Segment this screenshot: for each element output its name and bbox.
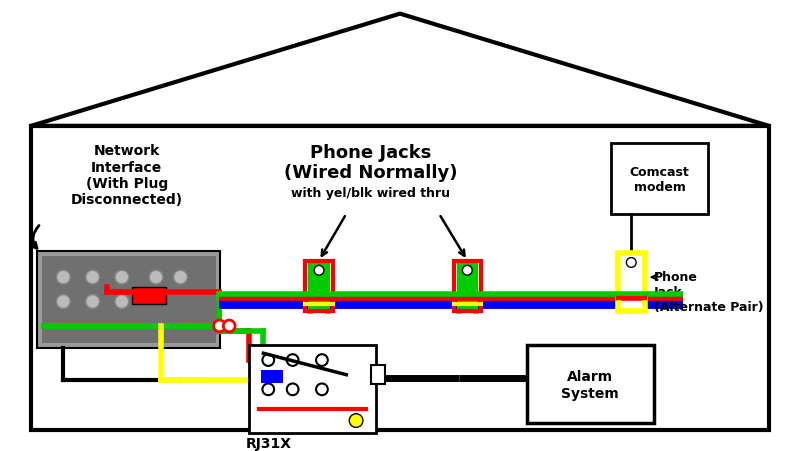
Circle shape: [174, 271, 187, 284]
Bar: [527, 345, 654, 423]
Bar: [370, 365, 386, 385]
Circle shape: [262, 354, 274, 366]
Circle shape: [57, 271, 70, 284]
Circle shape: [262, 384, 274, 396]
Bar: [37, 251, 221, 349]
Circle shape: [150, 271, 163, 284]
Bar: [42, 256, 215, 344]
Bar: [619, 253, 643, 312]
Circle shape: [214, 320, 226, 332]
Bar: [132, 287, 166, 305]
Circle shape: [287, 354, 298, 366]
Bar: [249, 345, 376, 433]
Circle shape: [86, 295, 99, 308]
Text: Phone
Jack
(Alternate Pair): Phone Jack (Alternate Pair): [654, 271, 763, 313]
Circle shape: [350, 414, 363, 428]
Bar: [308, 261, 330, 312]
Bar: [457, 261, 478, 312]
Bar: [454, 261, 481, 312]
Circle shape: [316, 354, 328, 366]
Circle shape: [316, 384, 328, 396]
Text: Alarm
System: Alarm System: [562, 369, 619, 400]
Circle shape: [86, 271, 99, 284]
Circle shape: [626, 258, 636, 268]
Circle shape: [462, 266, 472, 276]
Circle shape: [115, 271, 129, 284]
Circle shape: [287, 384, 298, 396]
Text: (Wired Normally): (Wired Normally): [284, 164, 458, 182]
Text: Network
Interface
(With Plug
Disconnected): Network Interface (With Plug Disconnecte…: [70, 144, 183, 207]
Circle shape: [115, 295, 129, 308]
Text: Phone Jacks: Phone Jacks: [310, 144, 431, 162]
Text: RJ31X: RJ31X: [246, 436, 291, 450]
Bar: [610, 144, 708, 214]
Text: with yel/blk wired thru: with yel/blk wired thru: [291, 187, 450, 200]
Text: Comcast
modem: Comcast modem: [630, 165, 690, 193]
Bar: [31, 127, 769, 430]
Bar: [618, 253, 645, 312]
Bar: [306, 261, 333, 312]
Circle shape: [223, 320, 235, 332]
Circle shape: [314, 266, 324, 276]
Bar: [262, 370, 283, 384]
Circle shape: [57, 295, 70, 308]
